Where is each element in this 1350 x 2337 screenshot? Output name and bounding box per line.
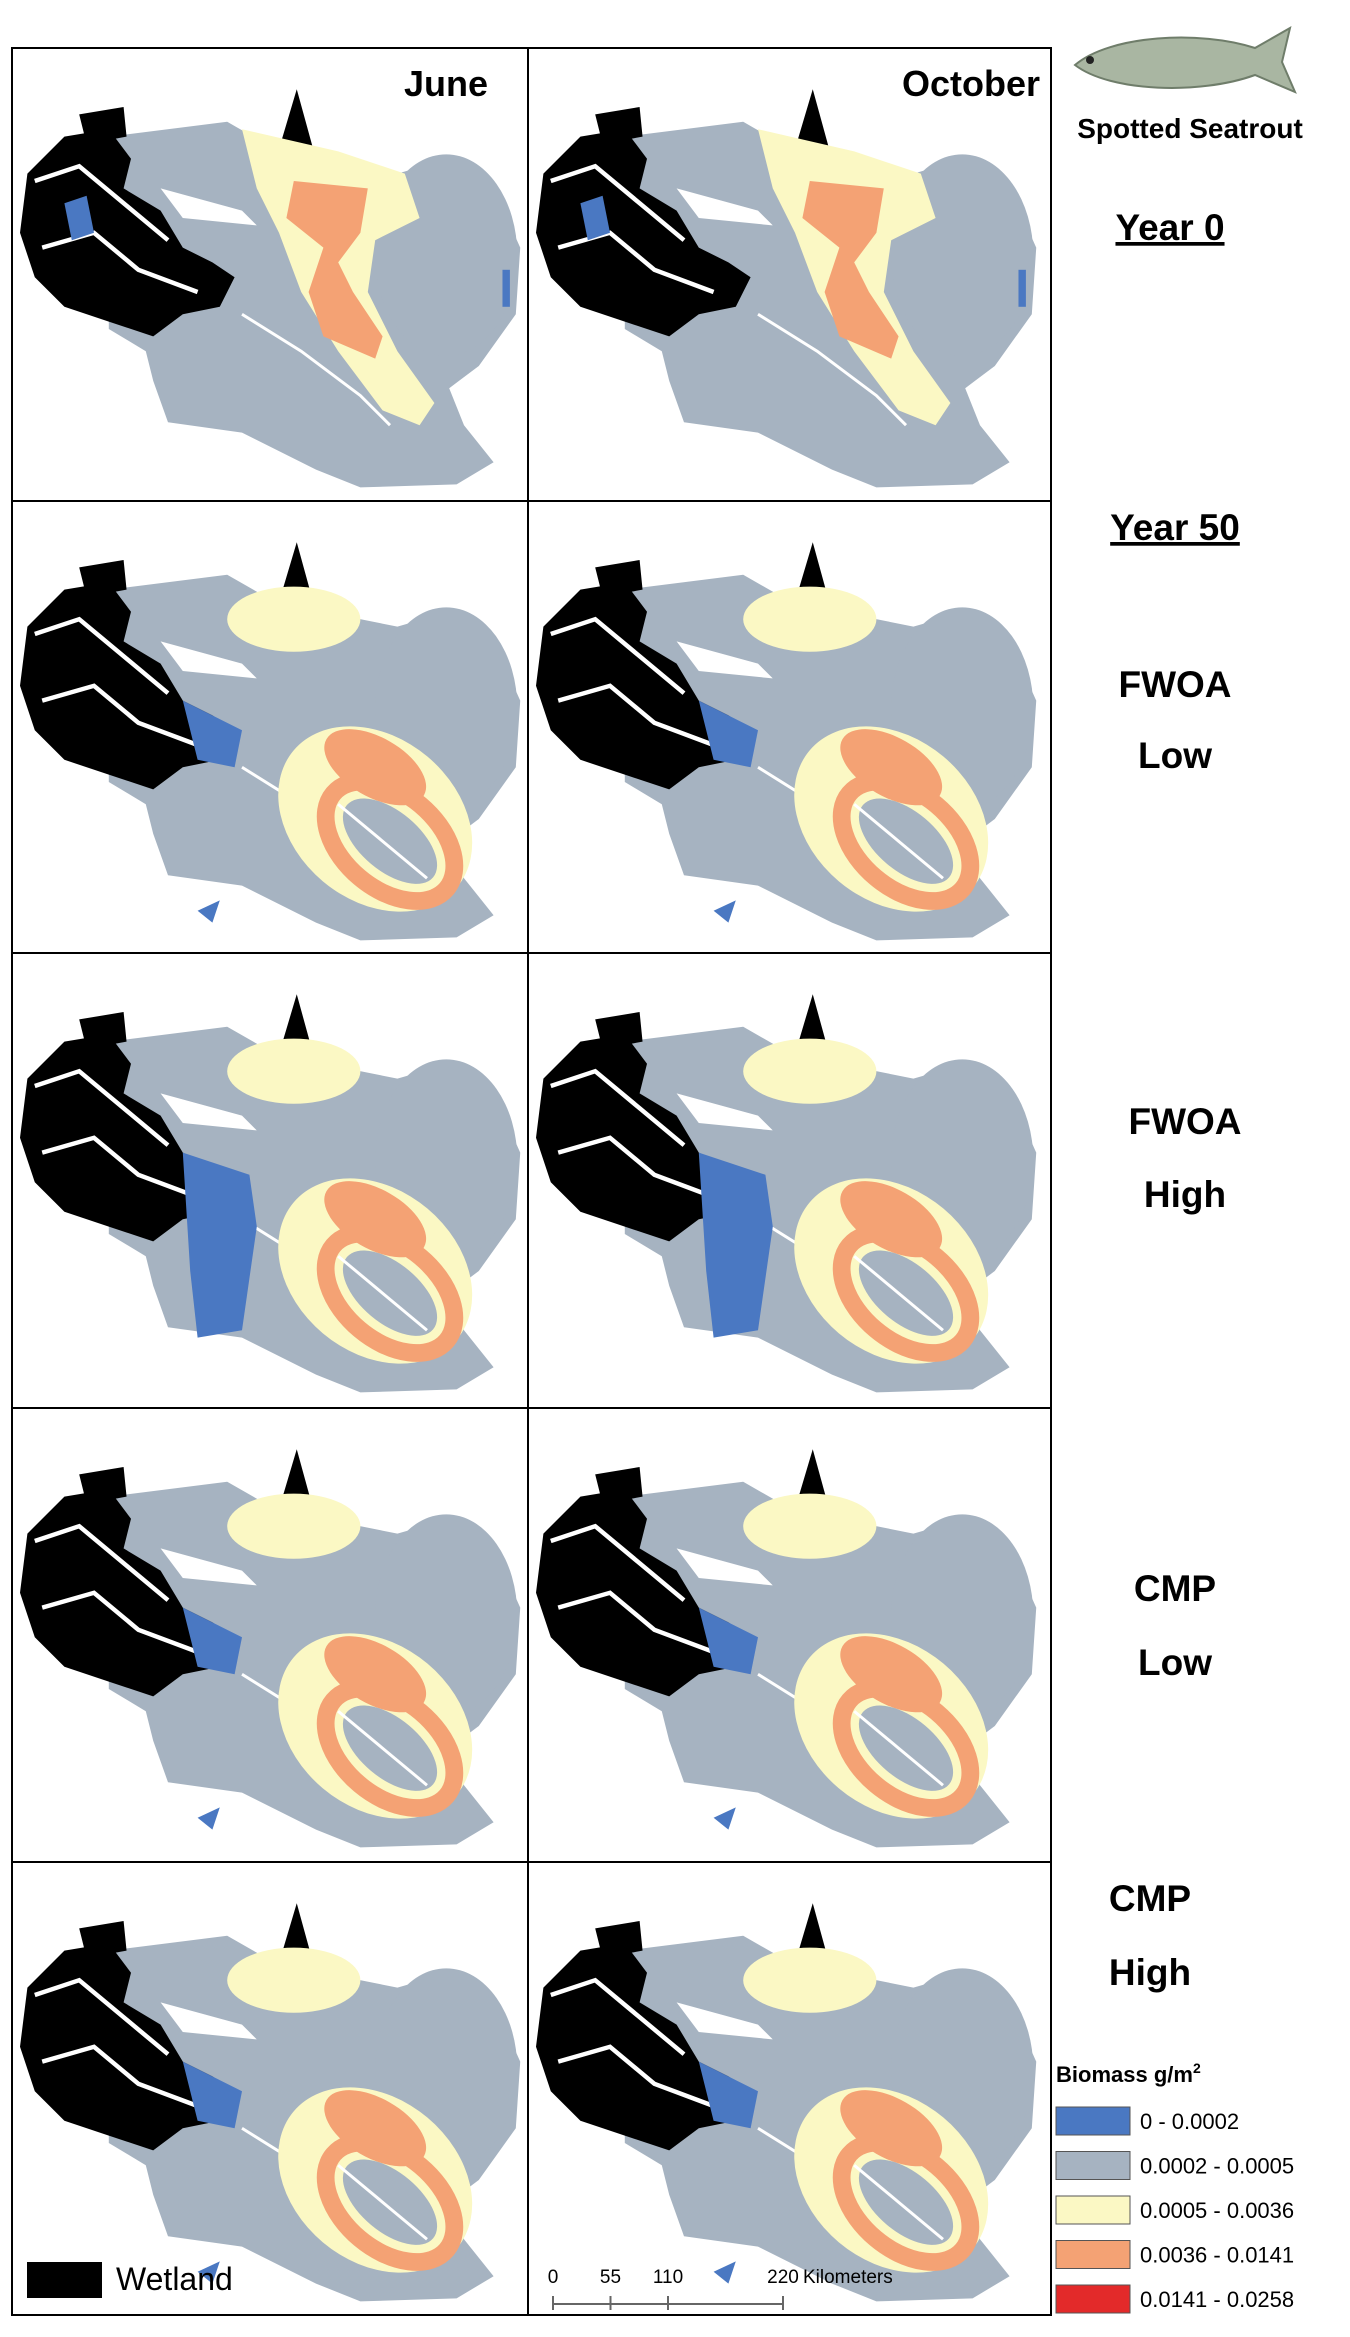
fish-eye (1086, 56, 1094, 64)
map-panel (536, 994, 1036, 1402)
legend-label: 0.0002 - 0.0005 (1140, 2154, 1294, 2179)
fish-icon (1073, 25, 1297, 94)
row-label: High (1109, 1952, 1191, 1993)
section-heading: Year 50 (1110, 507, 1240, 548)
legend-title: Biomass g/m2 (1056, 2060, 1201, 2087)
legend-swatch (1055, 2106, 1131, 2136)
legend-swatch (1055, 2240, 1131, 2269)
panel-border (527, 1861, 1052, 2316)
scale-bar-unit: Kilometers (803, 2267, 893, 2288)
map-panel (20, 89, 520, 487)
map-panel (536, 89, 1036, 487)
wetland-swatch (27, 2262, 102, 2298)
fish-body (1073, 25, 1297, 94)
scale-bar-label: 0 (548, 2267, 559, 2288)
legend-label: 0.0141 - 0.0258 (1140, 2287, 1294, 2312)
map-panel (20, 542, 520, 950)
row-label: High (1144, 1174, 1226, 1215)
legend-label: 0 - 0.0002 (1140, 2109, 1239, 2134)
scale-bar-label: 110 (653, 2267, 683, 2288)
row-label: CMP (1109, 1878, 1191, 1919)
legend-label: 0.0005 - 0.0036 (1140, 2198, 1294, 2223)
row-label: Low (1138, 735, 1212, 776)
row-label: FWOA (1118, 664, 1231, 705)
row-label: Year 0 (1115, 207, 1224, 248)
row-label: Low (1138, 1642, 1212, 1683)
map-panel (20, 1903, 520, 2311)
legend-swatch (1055, 2151, 1131, 2180)
map-panel (536, 542, 1036, 950)
legend-swatch (1055, 2284, 1131, 2314)
column-label: June (404, 63, 488, 104)
map-panel (536, 1449, 1036, 1857)
scale-bar-label: 220 (767, 2267, 799, 2288)
map-panel (20, 994, 520, 1402)
scale-bar-label: 55 (600, 2267, 621, 2288)
legend-label: 0.0036 - 0.0141 (1140, 2243, 1294, 2268)
row-label: CMP (1134, 1568, 1216, 1609)
wetland-label: Wetland (116, 2261, 233, 2297)
species-name: Spotted Seatrout (1077, 113, 1303, 144)
legend-swatch (1055, 2195, 1131, 2225)
map-panel (20, 1449, 520, 1857)
row-label: FWOA (1128, 1101, 1241, 1142)
column-label: October (902, 63, 1040, 104)
map-panel (536, 1903, 1036, 2311)
legend-title-sup: 2 (1193, 2060, 1201, 2076)
